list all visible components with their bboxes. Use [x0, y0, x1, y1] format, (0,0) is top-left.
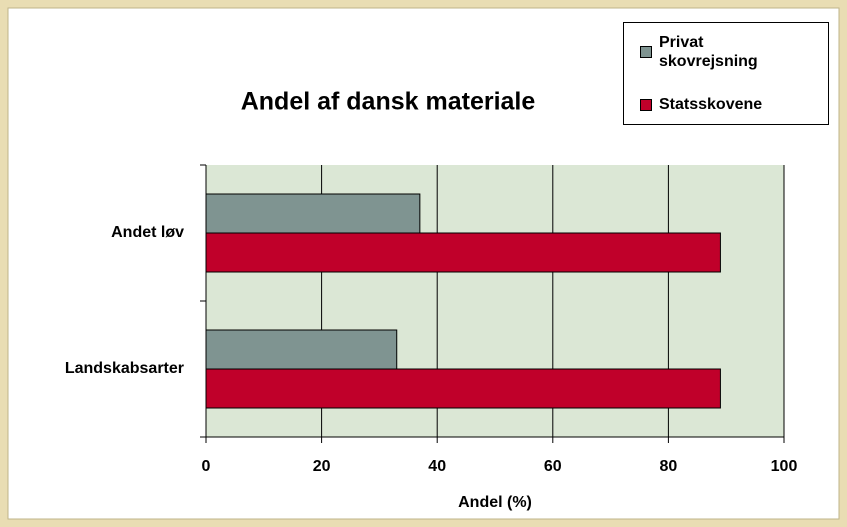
legend-swatch	[640, 98, 652, 111]
x-tick-label: 0	[202, 458, 211, 475]
bar	[205, 329, 398, 370]
y-tick-label: Andet løv	[111, 224, 184, 241]
legend-label: Statsskovene	[659, 96, 763, 113]
x-tick-label: 20	[313, 458, 331, 475]
legend-swatch	[640, 46, 652, 58]
bar	[205, 368, 721, 409]
x-axis-label: Andel (%)	[458, 494, 532, 511]
x-tick-label: 60	[544, 458, 562, 475]
y-tick-label: Landskabsarter	[65, 360, 184, 377]
x-tick-label: 100	[771, 458, 798, 475]
x-tick-label: 40	[428, 458, 446, 475]
legend-item: Statsskovene	[640, 95, 789, 114]
legend: Privat skovrejsning Statsskovene	[623, 22, 829, 125]
legend-label: Privat skovrejsning	[659, 34, 758, 70]
chart-title: Andel af dansk materiale	[241, 88, 536, 116]
bar	[205, 193, 421, 234]
legend-item: Privat skovrejsning	[640, 33, 789, 71]
x-tick-label: 80	[660, 458, 678, 475]
bar	[205, 232, 721, 273]
